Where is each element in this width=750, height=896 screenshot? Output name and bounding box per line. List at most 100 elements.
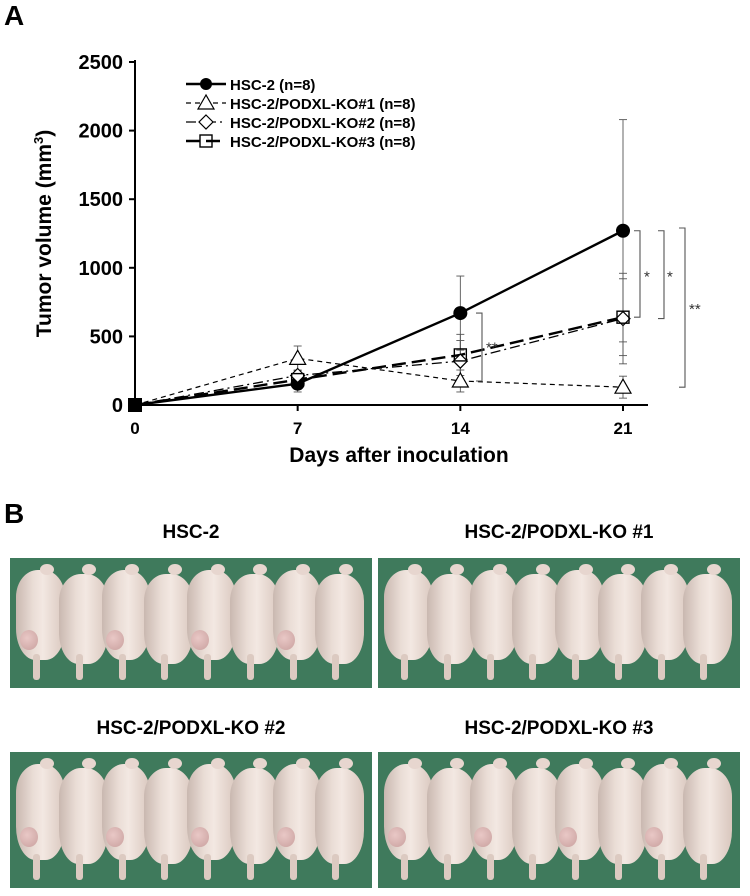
mouse-leg [529, 654, 537, 680]
legend-entry: HSC-2/PODXL-KO#3 (n=8) [230, 134, 415, 151]
mouse-leg [161, 854, 169, 880]
photo-title-hsc2: HSC-2 [162, 522, 220, 543]
significance-label: ** [689, 301, 701, 318]
mouse [683, 574, 732, 664]
x-tick-label: 14 [451, 419, 470, 438]
mouse [272, 764, 322, 860]
mouse-leg [572, 854, 580, 880]
tumor [644, 826, 663, 847]
data-point-series-1 [453, 306, 468, 321]
y-tick-label: 0 [112, 395, 123, 417]
mouse [597, 768, 647, 864]
mouse-leg [443, 854, 451, 880]
mouse-ear [535, 564, 550, 575]
mouse-leg [204, 854, 212, 880]
mouse-ear [296, 564, 310, 575]
y-tick-label: 2500 [79, 52, 124, 74]
x-tick-label: 21 [614, 419, 633, 438]
mouse-ear [578, 564, 593, 575]
data-point-series-2 [451, 371, 470, 388]
mouse-leg [700, 654, 708, 680]
mouse [683, 768, 732, 864]
mouse-leg [75, 654, 83, 680]
data-point-series-3 [615, 310, 631, 327]
data-point-series-2 [613, 377, 633, 394]
mouse [229, 768, 279, 864]
mouse-ear [706, 564, 721, 575]
mouse-ear [450, 758, 465, 769]
series-line-1 [134, 229, 624, 407]
mouse-ear [210, 564, 225, 575]
mouse-leg [614, 854, 622, 880]
mouse-leg [161, 654, 169, 680]
y-tick-label: 2000 [79, 121, 124, 143]
tumor-growth-chart: 0 500 1000 1500 2000 2500 0 7 14 21 Days after ino… [31, 52, 701, 467]
mouse [101, 764, 151, 860]
legend-marker [200, 78, 212, 90]
photo-ko2 [10, 752, 372, 888]
mouse [597, 574, 647, 664]
mouse-ear [621, 564, 636, 575]
mouse-ear [706, 758, 721, 769]
series-line-4 [134, 316, 624, 407]
mouse-ear [253, 758, 268, 769]
y-axis-label: Tumor volume (mm3) [31, 130, 56, 338]
significance-label: * [644, 268, 650, 285]
mouse-leg [401, 854, 409, 880]
mouse-leg [75, 854, 83, 880]
panel-a-label: A [4, 0, 25, 31]
mouse [315, 574, 364, 664]
mouse-ear [210, 758, 225, 769]
mouse-leg [572, 654, 580, 680]
mouse-leg [486, 854, 494, 880]
tumor [191, 826, 209, 847]
tumor [559, 826, 577, 847]
significance-label: * [667, 268, 673, 285]
mouse [555, 764, 604, 860]
mouse-ear [450, 564, 465, 575]
mouse-leg [529, 854, 537, 880]
tumor [105, 826, 124, 847]
mouse-ear [493, 564, 507, 575]
photo-hsc2 [10, 558, 372, 688]
significance-bracket-day21-ko1 [679, 227, 686, 388]
mouse [58, 768, 108, 864]
data-point-series-4 [616, 310, 630, 324]
data-point-series-4 [290, 372, 305, 387]
data-point-series-1 [616, 223, 630, 238]
x-tick-label: 0 [130, 419, 139, 438]
panel-b-label: B [4, 498, 25, 529]
y-tick-label: 1500 [79, 189, 124, 211]
x-tick-label: 7 [293, 419, 302, 438]
x-axis-label: Days after inoculation [289, 444, 508, 467]
mouse [16, 764, 65, 860]
mouse-ear [82, 564, 97, 575]
mouse [469, 764, 519, 860]
data-point-series-1 [290, 376, 305, 391]
series-line-2 [134, 357, 624, 406]
significance-bracket-day21-ko3 [634, 230, 641, 318]
photo-title-ko2: HSC-2/PODXL-KO #2 [96, 718, 286, 739]
mouse-ear [535, 758, 550, 769]
legend-marker [196, 93, 216, 110]
data-point-day0 [128, 398, 142, 412]
mouse-ear [167, 564, 182, 575]
tumor [105, 629, 124, 650]
mouse-ear [664, 564, 678, 575]
tumor [473, 826, 492, 847]
mouse [315, 768, 364, 864]
mouse [384, 764, 433, 860]
mouse-leg [289, 854, 297, 880]
mouse [144, 768, 193, 864]
mouse-leg [246, 654, 254, 680]
significance-bracket-day21-ko2 [658, 230, 665, 320]
y-tick-label: 500 [90, 326, 123, 348]
mouse-leg [332, 854, 340, 880]
legend-entry: HSC-2/PODXL-KO#1 (n=8) [230, 96, 415, 113]
mouse-leg [33, 654, 41, 680]
tumor [276, 826, 295, 847]
mouse [512, 574, 561, 664]
mouse [426, 768, 476, 864]
mouse [426, 574, 476, 664]
data-point-series-4 [453, 348, 468, 362]
